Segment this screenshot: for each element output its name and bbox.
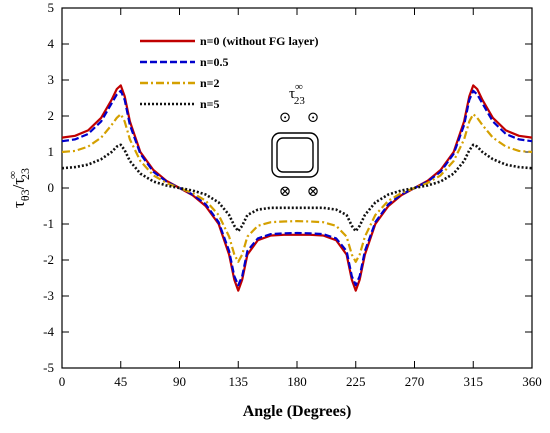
inset-top-symbol-0: ⊙ <box>279 110 292 126</box>
legend-label-1: n=0.5 <box>200 55 229 69</box>
legend-label-0: n=0 (without FG layer) <box>200 34 319 48</box>
legend-label-2: n=2 <box>200 76 220 90</box>
y-axis-title: τθ3/τ∞23 <box>7 168 32 208</box>
x-tick-label-5: 225 <box>346 374 366 389</box>
inset-inner-square <box>276 137 314 173</box>
x-tick-label-0: 0 <box>59 374 66 389</box>
axis-ticks <box>61 7 533 369</box>
y-axis-title-sub: θ3 <box>18 189 32 201</box>
legend-entry-3: n=5 <box>140 97 220 111</box>
y-axis-title-slash: / <box>9 184 28 189</box>
inset-label-main: τ <box>289 86 295 102</box>
x-tick-label-6: 270 <box>405 374 425 389</box>
y-tick-label-8: 3 <box>48 72 55 87</box>
y-tick-label-1: -4 <box>43 324 54 339</box>
y-tick-label-9: 4 <box>48 36 55 51</box>
legend-entry-1: n=0.5 <box>140 55 229 69</box>
y-axis-title-main: τ <box>9 201 28 208</box>
y-axis-title-denom-sup: ∞ <box>7 171 19 179</box>
inset-bottom-symbol-1: ⊗ <box>307 184 320 200</box>
x-tick-label-4: 180 <box>287 374 307 389</box>
inset-label: τ∞ 23 <box>289 81 305 107</box>
y-tick-label-0: -5 <box>43 360 54 375</box>
x-tick-label-7: 315 <box>464 374 484 389</box>
x-tick-label-1: 45 <box>114 374 127 389</box>
y-axis-title-denom-sub: 23 <box>18 168 32 180</box>
inset-outer-square <box>271 132 319 178</box>
plot-area <box>61 7 533 369</box>
y-tick-label-6: 1 <box>48 144 55 159</box>
x-axis-title: Angle (Degrees) <box>243 403 352 420</box>
series-line-3 <box>61 143 533 233</box>
series-lines <box>61 84 533 292</box>
y-tick-label-3: -2 <box>43 252 54 267</box>
legend-entry-0: n=0 (without FG layer) <box>140 34 319 48</box>
inset-top-symbol-1: ⊙ <box>307 110 320 126</box>
y-tick-label-7: 2 <box>48 108 55 123</box>
y-axis-title-denom: τ <box>9 178 28 185</box>
y-tick-label-4: -1 <box>43 216 54 231</box>
series-line-1 <box>61 89 533 287</box>
y-tick-label-10: 5 <box>48 0 55 15</box>
legend-entry-2: n=2 <box>140 76 220 90</box>
x-tick-label-3: 135 <box>229 374 249 389</box>
inset-bottom-symbol-0: ⊗ <box>279 184 292 200</box>
inset-schematic: τ∞ 23 ⊙ ⊙ ⊗ ⊗ <box>271 81 320 200</box>
series-line-2 <box>61 113 533 263</box>
x-tick-label-8: 360 <box>522 374 542 389</box>
x-tick-label-2: 90 <box>173 374 186 389</box>
inset-label-sup: ∞ <box>295 81 303 93</box>
y-tick-label-2: -3 <box>43 288 54 303</box>
y-tick-label-5: 0 <box>48 180 55 195</box>
legend: n=0 (without FG layer) n=0.5 n=2 n=5 <box>140 34 319 111</box>
legend-label-3: n=5 <box>200 97 220 111</box>
inset-label-sub: 23 <box>294 95 306 107</box>
